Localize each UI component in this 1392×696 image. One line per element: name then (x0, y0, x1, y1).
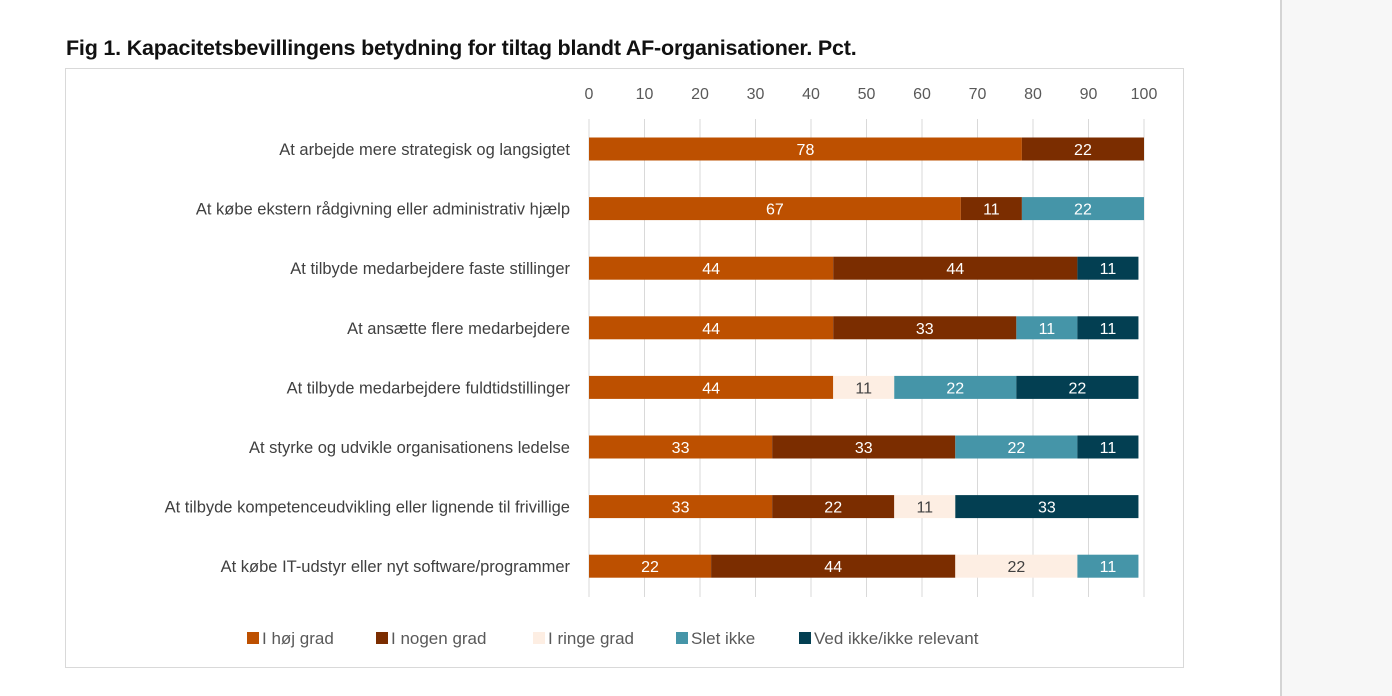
legend-label: I ringe grad (548, 629, 634, 648)
bar-segment (1016, 375, 1139, 399)
bar-value-label: 11 (855, 380, 872, 397)
bar-value-label: 22 (1007, 440, 1025, 457)
bar-value-label: 11 (1100, 261, 1117, 278)
bar-segment (960, 197, 1022, 221)
bar-segment (589, 137, 1022, 161)
chart-area: 0 10 20 30 40 50 60 70 80 90 100 At arbejde mere s… (65, 68, 1184, 668)
x-tick-label: 20 (691, 86, 709, 103)
x-tick-label: 10 (636, 86, 654, 103)
x-tick-label: 90 (1080, 86, 1098, 103)
bar-segment (1016, 316, 1078, 340)
bar-value-label: 22 (1074, 202, 1092, 219)
bar-value-label: 22 (946, 380, 964, 397)
bar-value-label: 22 (1074, 142, 1092, 159)
bar-value-label: 11 (1100, 559, 1117, 576)
bar-segment (1077, 554, 1139, 578)
bar-segment (711, 554, 956, 578)
bar-value-label: 44 (702, 321, 720, 338)
bar-segment (589, 256, 834, 280)
legend-swatch (676, 632, 688, 644)
category-label: At tilbyde kompetenceudvikling eller lig… (165, 499, 570, 517)
x-tick-label: 30 (747, 86, 765, 103)
bar-segment (589, 495, 773, 519)
bar-value-label: 44 (702, 261, 720, 278)
bar-segment (833, 375, 895, 399)
bar-segment (1077, 435, 1139, 459)
bar-segment (894, 375, 1017, 399)
bar-value-label: 44 (946, 261, 964, 278)
legend-swatch (376, 632, 388, 644)
bar-segment (955, 495, 1139, 519)
bar-value-label: 78 (797, 142, 815, 159)
bar-value-label: 33 (672, 440, 690, 457)
category-label: At købe IT-udstyr eller nyt software/pro… (221, 558, 571, 576)
bar-segment (589, 375, 834, 399)
bar-segment (955, 435, 1078, 459)
bar-value-label: 33 (855, 440, 873, 457)
category-label: At tilbyde medarbejdere fuldtidstillinge… (287, 379, 571, 397)
document-page: Fig 1. Kapacitetsbevillingens betydning … (65, 36, 1184, 668)
bar-value-label: 33 (1038, 500, 1056, 517)
side-panel (1280, 0, 1392, 696)
legend-label: Ved ikke/ikke relevant (814, 629, 979, 648)
x-tick-label: 0 (585, 86, 594, 103)
bar-value-label: 11 (916, 500, 933, 517)
bar-segment (772, 435, 956, 459)
x-tick-label: 60 (913, 86, 931, 103)
x-tick-label: 80 (1024, 86, 1042, 103)
category-label: At styrke og udvikle organisationens led… (249, 439, 570, 457)
x-axis-ticks: 0 10 20 30 40 50 60 70 80 90 100 (585, 86, 1158, 103)
bar-segment (589, 197, 961, 221)
bar-segment (772, 495, 895, 519)
category-label: At arbejde mere strategisk og langsigtet (279, 141, 570, 159)
x-tick-label: 40 (802, 86, 820, 103)
bar-value-label: 33 (672, 500, 690, 517)
bar-value-label: 44 (702, 380, 720, 397)
x-tick-label: 70 (969, 86, 987, 103)
bar-segment (1077, 316, 1139, 340)
legend-label: I høj grad (262, 629, 334, 648)
category-labels: At arbejde mere strategisk og langsigtet… (165, 141, 571, 576)
bar-segment (589, 554, 712, 578)
bar-segment (1077, 256, 1139, 280)
bar-segment (1021, 137, 1144, 161)
bar-value-label: 11 (1100, 440, 1117, 457)
legend-swatch (533, 632, 545, 644)
gridlines (588, 119, 1145, 597)
x-tick-label: 50 (858, 86, 876, 103)
legend: I høj grad I nogen grad I ringe grad Slet i… (247, 629, 979, 648)
bar-segment (894, 495, 956, 519)
bar-value-label: 22 (1069, 380, 1087, 397)
bar-value-label: 67 (766, 202, 784, 219)
bar-segment (1021, 197, 1144, 221)
bar-segment (955, 554, 1078, 578)
bar-value-label: 22 (641, 559, 659, 576)
bar-value-label: 11 (983, 202, 1000, 219)
legend-label: I nogen grad (391, 629, 486, 648)
legend-label: Slet ikke (691, 629, 755, 648)
bar-segment (589, 435, 773, 459)
bar-segment (833, 316, 1017, 340)
figure-title: Fig 1. Kapacitetsbevillingens betydning … (66, 36, 857, 60)
bar-value-label: 44 (824, 559, 842, 576)
bar-value-label: 22 (824, 500, 842, 517)
bar-segment (833, 256, 1078, 280)
legend-swatch (799, 632, 811, 644)
bar-value-label: 11 (1039, 321, 1056, 338)
x-tick-label: 100 (1131, 86, 1158, 103)
bars: 78 22 67 11 22 44 44 11 44 33 11 11 44 11 22 22 33 33 22 11… (589, 137, 1144, 578)
legend-swatch (247, 632, 259, 644)
category-label: At købe ekstern rådgivning eller adminis… (196, 201, 570, 219)
category-label: At tilbyde medarbejdere faste stillinger (290, 260, 570, 278)
bar-value-label: 11 (1100, 321, 1117, 338)
bar-value-label: 33 (916, 321, 934, 338)
category-label: At ansætte flere medarbejdere (347, 320, 570, 338)
bar-segment (589, 316, 834, 340)
bar-value-label: 22 (1007, 559, 1025, 576)
stacked-bar-chart: 0 10 20 30 40 50 60 70 80 90 100 At arbejde mere s… (165, 86, 1158, 648)
